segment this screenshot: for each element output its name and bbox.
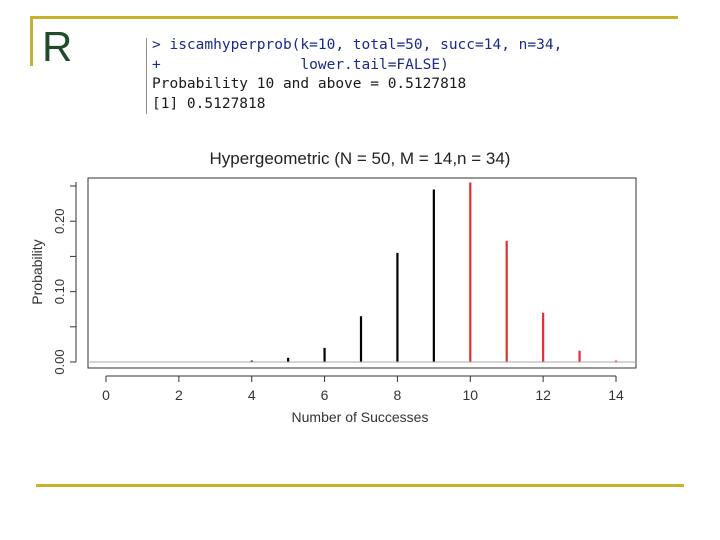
x-axis: 0 2 4 6 8 10 12 14 [102,375,624,403]
x-tick-label: 8 [394,387,402,403]
console-output-probability: Probability 10 and above = 0.5127818 [152,76,467,92]
slide-title: R [42,23,73,70]
console-command-text: iscamhyperprob(k=10, total=50, succ=14, … [169,37,563,53]
x-axis-label: Number of Successes [292,409,429,425]
chart-title: Hypergeometric (N = 50, M = 14,n = 34) [210,149,511,168]
y-tick-label: 0.00 [52,349,67,374]
x-tick-label: 2 [175,387,183,403]
console-prompt: > [152,37,161,53]
bars-layer [250,182,618,362]
console-divider [146,38,147,114]
console-continuation-line: + lower.tail=FALSE) [152,56,449,76]
left-rule [30,16,33,66]
hypergeometric-chart: Hypergeometric (N = 50, M = 14,n = 34) 0… [29,149,637,425]
r-console-output: > iscamhyperprob(k=10, total=50, succ=14… [146,36,646,114]
x-tick-label: 4 [248,387,256,403]
x-tick-label: 10 [462,387,478,403]
x-tick-label: 0 [102,387,110,403]
x-tick-label: 6 [321,387,329,403]
y-axis-label: Probability [29,239,45,304]
y-axis: 0.00 0.10 0.20 [52,182,77,375]
console-output-result: [1] 0.5127818 [152,95,266,112]
plot-frame [87,177,637,369]
y-tick-label: 0.10 [52,279,67,304]
console-continuation-text: lower.tail=FALSE) [160,56,449,73]
console-continuation-prompt: + [152,56,161,73]
y-tick-label: 0.20 [52,209,67,234]
bottom-rule [36,484,684,487]
top-rule [30,16,678,19]
x-tick-label: 12 [535,387,551,403]
x-tick-label: 14 [608,387,624,403]
console-command-line: > iscamhyperprob(k=10, total=50, succ=14… [152,36,562,56]
